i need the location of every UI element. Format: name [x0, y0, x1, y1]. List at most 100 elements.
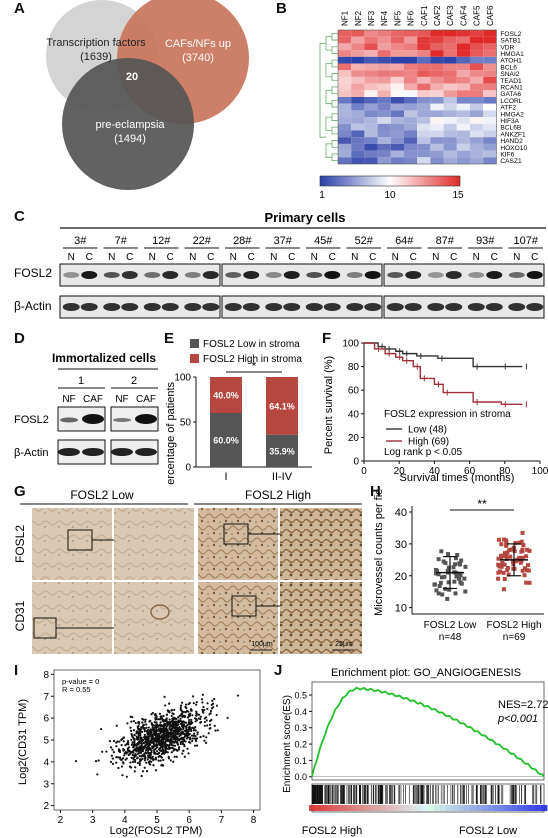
chart-h-point — [442, 574, 447, 579]
chart-i-point — [149, 756, 152, 759]
chart-j-rank-gradient — [380, 805, 387, 811]
chart-i-point — [160, 738, 163, 741]
chart-e-xtick: II-IV — [272, 471, 293, 483]
heatmap-cell — [377, 137, 391, 144]
chart-i-point — [166, 733, 169, 736]
heatmap-cell — [390, 83, 404, 91]
chart-i-ytick: 2 — [43, 801, 49, 812]
blot-c-sample-label: 3# — [74, 235, 87, 247]
chart-i-point — [160, 742, 163, 745]
chart-i-point — [199, 717, 202, 721]
chart-i-point — [156, 718, 160, 721]
blot-c-band-fosl2 — [265, 272, 282, 278]
heatmap-cell — [456, 150, 470, 158]
chart-i-point — [116, 740, 119, 743]
chart-i-point — [165, 713, 169, 716]
chart-j-rank-gradient — [398, 805, 405, 811]
chart-i-point — [196, 731, 199, 734]
chart-i-point — [148, 720, 151, 723]
heatmap-col-label: CAF3 — [446, 5, 455, 26]
heatmap-cell — [364, 76, 378, 84]
blot-c-band-fosl2 — [63, 272, 80, 278]
chart-h-point — [436, 591, 441, 596]
heatmap-cell — [456, 56, 470, 64]
chart-i-point — [154, 740, 157, 743]
chart-i-point — [123, 754, 126, 757]
chart-i-point — [151, 711, 154, 715]
chart-i-point — [203, 717, 206, 720]
chart-h-point — [501, 587, 506, 592]
ihc-image-cd31-high — [198, 582, 278, 654]
chart-j-rank-gradient — [362, 805, 369, 811]
chart-h-point — [438, 580, 443, 585]
chart-j-nes: NES=2.72 — [498, 699, 548, 711]
blot-c-lane-label: N — [513, 252, 520, 263]
chart-i-point — [135, 748, 139, 751]
heatmap-row-label: RCAN1 — [500, 85, 523, 92]
heatmap-cell — [338, 70, 352, 77]
heatmap-cell — [443, 76, 457, 84]
heatmap-cell — [351, 76, 365, 84]
ihc-row-cd31: CD31 — [14, 600, 27, 631]
ihc-image-cd31-high-zoom — [280, 582, 362, 654]
panel-label-d: D — [14, 330, 25, 347]
venn-label-pe-name: pre-eclampsia — [95, 119, 165, 131]
chart-j-rank-gradient — [469, 805, 477, 811]
heatmap-cell — [470, 130, 484, 138]
chart-i-point — [154, 747, 157, 751]
chart-f-xtick: 0 — [361, 466, 367, 477]
chart-f-ytick: 100 — [342, 339, 359, 350]
blot-d-title: Immortalized cells — [52, 351, 156, 365]
heatmap-cell — [351, 117, 365, 124]
chart-i-point — [147, 754, 150, 757]
chart-i-point — [173, 721, 176, 724]
heatmap-cell — [417, 97, 431, 104]
chart-i-point — [180, 712, 184, 715]
heatmap-cell — [430, 110, 444, 118]
chart-e-legend-label: FOSL2 Low in stroma — [203, 339, 300, 350]
chart-e-legend-swatch — [190, 354, 199, 363]
chart-i-point — [171, 726, 174, 729]
chart-h-n-label: n=48 — [439, 632, 462, 643]
panel-label-i: I — [14, 662, 19, 679]
ihc-image-fosl2-high-zoom — [280, 508, 362, 580]
chart-i-point — [139, 745, 142, 748]
chart-i-point — [175, 718, 178, 721]
heatmap-cell — [470, 56, 484, 64]
heatmap-cell — [338, 83, 352, 91]
chart-h-point — [519, 539, 524, 544]
chart-i-point — [173, 730, 176, 733]
chart-i-point — [111, 757, 114, 760]
chart-h-point — [436, 557, 441, 562]
chart-i-point — [148, 730, 152, 734]
chart-i-point — [137, 728, 140, 731]
chart-i-point — [158, 754, 161, 757]
chart-i-point — [138, 748, 141, 751]
chart-h-point — [511, 562, 516, 567]
chart-i-point — [138, 741, 142, 745]
panel-label-h: H — [370, 483, 381, 500]
chart-i-point — [135, 732, 138, 735]
chart-i-ytick: 7 — [43, 692, 49, 703]
heatmap-cell — [351, 103, 365, 111]
chart-i-point — [186, 730, 190, 734]
chart-i-point — [180, 723, 184, 726]
chart-i-point — [143, 730, 146, 733]
blot-c-lane-label: C — [288, 252, 295, 263]
chart-h-point — [496, 576, 501, 581]
chart-i-point — [139, 759, 143, 762]
heatmap-cell — [456, 63, 470, 71]
heatmap-cell — [390, 103, 404, 111]
ihc-row-fosl2: FOSL2 — [14, 525, 27, 563]
chart-h-point — [518, 560, 523, 565]
chart-i-point — [195, 701, 198, 704]
blot-c-band-fosl2 — [324, 271, 341, 279]
blot-c-sample-label: 37# — [274, 235, 293, 247]
chart-i-point — [202, 734, 205, 738]
blot-c-lane-label: N — [149, 252, 156, 263]
chart-i-point — [191, 721, 194, 724]
heatmap-cell — [430, 43, 444, 51]
chart-i-point — [180, 714, 183, 717]
blot-c-lane-label: C — [410, 252, 417, 263]
blot-c-lane-label: C — [369, 252, 376, 263]
